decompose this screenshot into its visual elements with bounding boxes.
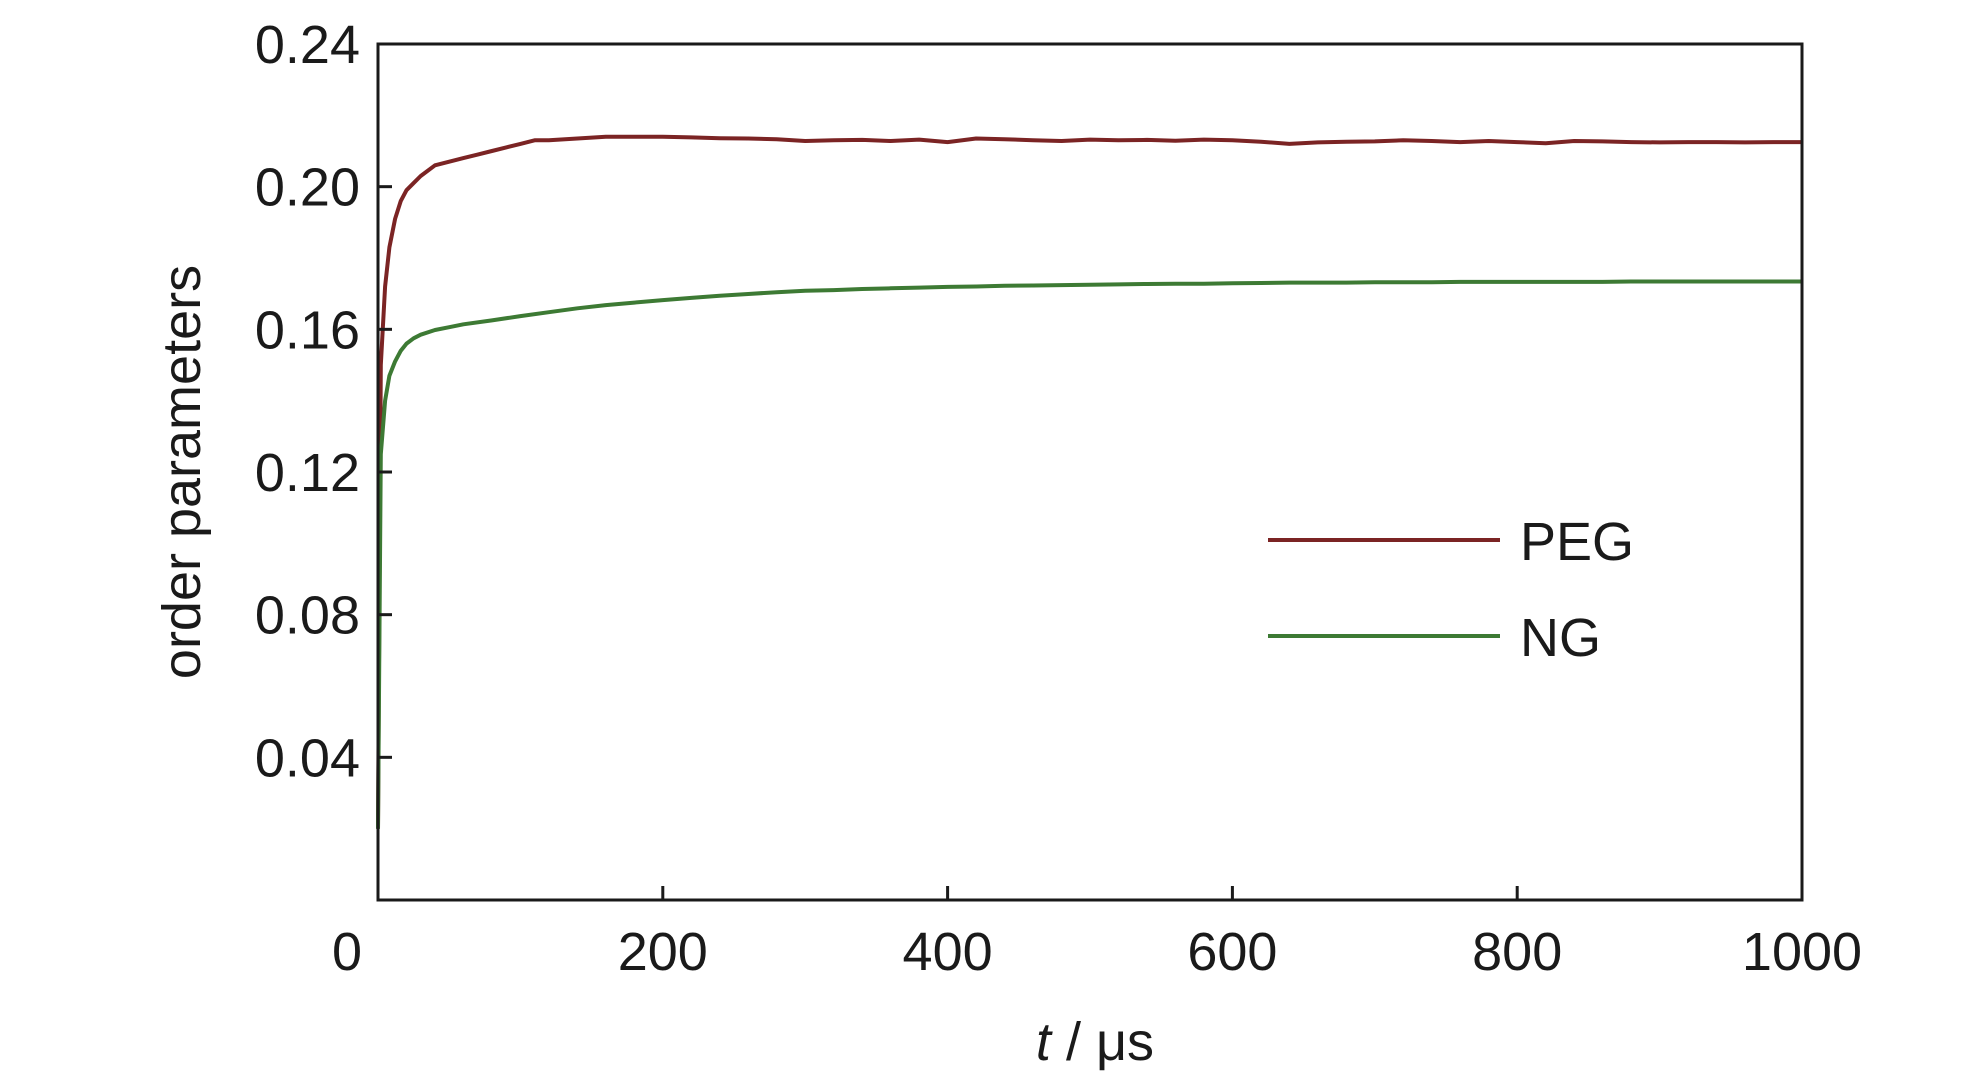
x-tick-label: 800 — [1472, 922, 1562, 982]
legend-label-peg: PEG — [1520, 512, 1634, 572]
series-line-peg — [376, 134, 1802, 829]
legend-label-ng: NG — [1520, 608, 1601, 668]
y-tick-label: 0.04 — [255, 728, 360, 788]
legend: PEG NG — [1268, 512, 1634, 668]
y-axis-ticks: 0.04 0.08 0.12 0.16 0.20 0.24 — [255, 15, 392, 788]
x-tick-label: 600 — [1187, 922, 1277, 982]
x-tick-label: 1000 — [1742, 922, 1862, 982]
plot-lines — [376, 134, 1802, 829]
x-tick-label: 400 — [903, 922, 993, 982]
x-axis-ticks: 0 200 400 600 800 1000 — [332, 886, 1862, 982]
x-tick-label: 0 — [332, 922, 362, 982]
plot-frame — [376, 42, 1804, 902]
y-tick-label: 0.16 — [255, 300, 360, 360]
x-axis-label: t / μs — [1036, 1012, 1154, 1072]
y-tick-label: 0.24 — [255, 15, 360, 75]
x-tick-label: 200 — [618, 922, 708, 982]
y-tick-label: 0.12 — [255, 443, 360, 503]
x-axis-label-unit: / μs — [1051, 1012, 1154, 1072]
x-axis-label-variable: t — [1036, 1012, 1053, 1072]
y-tick-label: 0.20 — [255, 158, 360, 218]
series-line-ng — [376, 279, 1802, 829]
y-axis-label: order parameters — [152, 265, 212, 679]
y-tick-label: 0.08 — [255, 586, 360, 646]
